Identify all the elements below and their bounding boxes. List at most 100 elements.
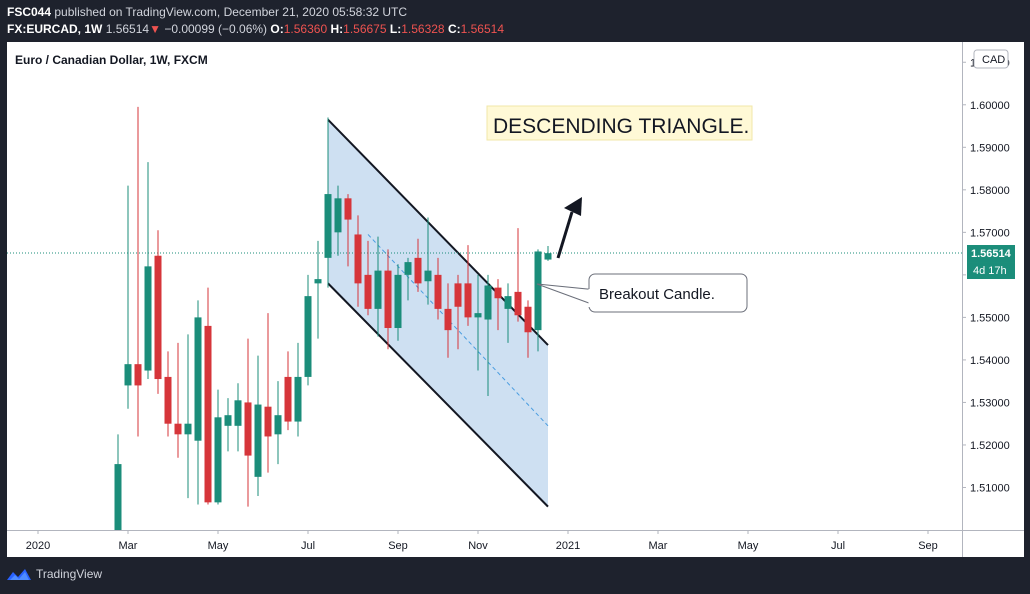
price-chart[interactable]: Euro / Canadian Dollar, 1W, FXCM DESCEND… [7, 42, 1024, 557]
price-tick-label: 1.60000 [970, 100, 1010, 112]
candle[interactable] [144, 162, 152, 380]
candle[interactable] [394, 264, 402, 341]
candle[interactable] [384, 249, 392, 350]
close-label: C: [447, 22, 461, 36]
annotation-title-box[interactable] [486, 105, 753, 141]
candle-body [504, 296, 512, 309]
tradingview-brand: TradingView [36, 567, 103, 581]
candle[interactable] [374, 236, 382, 337]
published-text: published on TradingView.com, December 2… [54, 5, 408, 19]
candle[interactable] [184, 334, 192, 499]
candle[interactable] [164, 351, 172, 437]
price-tick-label: 1.51000 [970, 482, 1010, 494]
candle[interactable] [314, 240, 322, 339]
candle-body [544, 253, 552, 260]
countdown-label: 4d 17h [973, 265, 1007, 277]
candle[interactable] [244, 338, 252, 507]
candle-body [184, 423, 192, 435]
candle[interactable] [264, 313, 272, 473]
candle-body [264, 406, 272, 437]
candle-body [284, 376, 292, 422]
open-value: 1.56360 [283, 22, 328, 36]
candle[interactable] [214, 389, 222, 505]
callout-text: Breakout Candle. [599, 286, 715, 303]
triangle-lower-line[interactable] [327, 282, 549, 508]
candles[interactable] [114, 106, 552, 530]
candle[interactable] [224, 398, 232, 452]
close-value: 1.56514 [460, 22, 505, 36]
candle[interactable] [254, 355, 262, 496]
candle[interactable] [504, 283, 512, 343]
candle-body [494, 287, 502, 299]
candle-body [484, 285, 492, 320]
candle[interactable] [194, 300, 202, 505]
currency-button[interactable] [973, 49, 1009, 69]
breakout-callout[interactable]: Breakout Candle. [536, 273, 748, 313]
currency-button-label: CAD [982, 54, 1005, 66]
price-axis[interactable]: CAD 1.56514 4d 17h [967, 49, 1015, 280]
candle[interactable] [324, 117, 332, 288]
candle-body [244, 402, 252, 456]
last-price-tag [967, 245, 1015, 263]
candle[interactable] [204, 287, 212, 505]
candle[interactable] [364, 240, 372, 316]
candle[interactable] [444, 283, 452, 358]
candle[interactable] [474, 274, 482, 371]
candle[interactable] [274, 381, 282, 465]
candle-body [144, 266, 152, 371]
candle[interactable] [464, 245, 472, 326]
chart-title: Euro / Canadian Dollar, 1W, FXCM [15, 53, 208, 67]
author-name[interactable]: FSC044 [7, 5, 52, 19]
candle-body [384, 270, 392, 329]
publication-header: FSC044 published on TradingView.com, Dec… [0, 0, 1030, 40]
candle[interactable] [544, 245, 552, 261]
candle[interactable] [114, 434, 122, 530]
footer-bar: TradingView [0, 560, 1030, 594]
quote-line: FX:EURCAD, 1W 1.56514▼ −0.00099 (−0.06%)… [7, 22, 504, 36]
candle[interactable] [454, 274, 462, 350]
candle[interactable] [154, 230, 162, 394]
candle[interactable] [294, 342, 302, 437]
tradingview-logo[interactable]: TradingView [6, 566, 102, 582]
candle[interactable] [304, 274, 312, 386]
candle-body [364, 274, 372, 309]
symbol-label: FX:EURCAD, 1W [7, 22, 103, 36]
candle[interactable] [234, 383, 242, 452]
candle-body [414, 257, 422, 284]
up-arrow-icon[interactable] [556, 197, 582, 259]
candle[interactable] [284, 351, 292, 431]
time-tick-label: May [738, 540, 759, 552]
time-tick-label: Sep [918, 540, 938, 552]
candle-body [124, 364, 132, 386]
candle[interactable] [534, 249, 542, 352]
low-label: L: [389, 22, 402, 36]
candle-body [224, 415, 232, 426]
candle[interactable] [494, 279, 502, 331]
chart-frame[interactable]: Euro / Canadian Dollar, 1W, FXCM DESCEND… [7, 42, 1024, 557]
annotation-title: DESCENDING TRIANGLE. [493, 115, 749, 138]
candle[interactable] [414, 238, 422, 292]
candle[interactable] [344, 194, 352, 267]
time-tick-label: Nov [468, 540, 488, 552]
annotations[interactable]: Euro / Canadian Dollar, 1W, FXCM DESCEND… [15, 53, 753, 313]
candle[interactable] [524, 300, 532, 358]
candle-body [134, 364, 142, 386]
candle[interactable] [404, 257, 412, 301]
candle-body [354, 234, 362, 284]
candle[interactable] [174, 342, 182, 458]
price-tick-label: 1.52000 [970, 440, 1010, 452]
time-tick-label: Jul [831, 540, 845, 552]
time-tick-label: 2020 [26, 540, 50, 552]
price-tick-label: 1.57000 [970, 227, 1010, 239]
candle[interactable] [424, 217, 432, 305]
candle[interactable] [434, 257, 442, 320]
candle[interactable] [334, 185, 342, 256]
candle[interactable] [484, 274, 492, 397]
candle[interactable] [354, 215, 362, 307]
candle[interactable] [124, 185, 132, 409]
last-price: 1.56514 [105, 22, 150, 36]
candle[interactable] [134, 106, 142, 437]
candle[interactable] [514, 228, 522, 322]
high-value: 1.56675 [343, 22, 387, 36]
candle-body [474, 313, 482, 318]
